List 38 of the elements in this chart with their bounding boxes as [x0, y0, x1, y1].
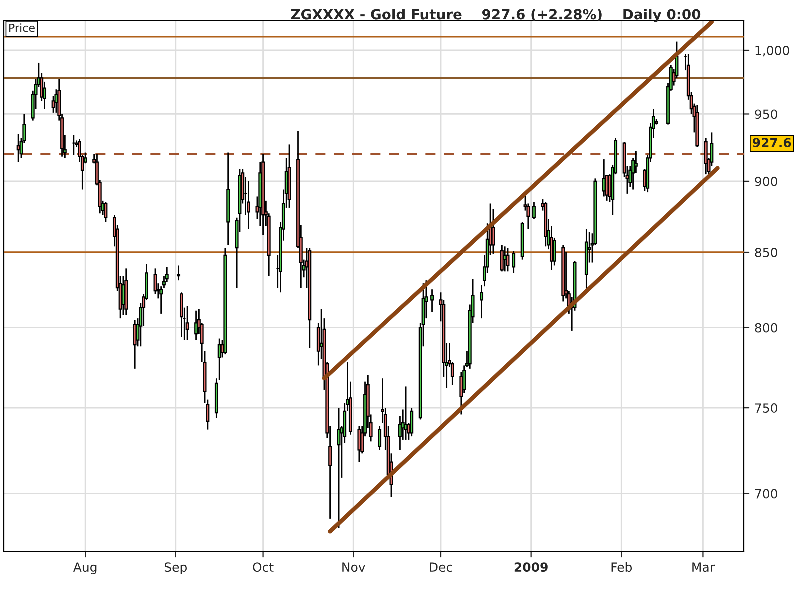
candlestick	[180, 292, 184, 338]
x-tick-label: Dec	[430, 562, 452, 572]
candlestick	[177, 265, 181, 282]
candlestick	[337, 407, 341, 529]
candlestick	[186, 306, 190, 342]
candlestick	[430, 288, 434, 314]
x-tick-label: Sep	[164, 562, 187, 575]
candlestick	[500, 244, 504, 272]
x-tick-label: 2009	[514, 562, 548, 572]
y-tick-label: 900	[755, 176, 778, 186]
y-tick-label: 700	[755, 489, 778, 499]
candlestick	[104, 202, 108, 223]
x-tick-label: Nov	[342, 562, 366, 572]
candlestick	[512, 250, 516, 274]
candlestick	[503, 246, 507, 272]
x-tick-label: Feb	[612, 562, 632, 572]
y-tick-label: 850	[755, 248, 778, 258]
x-tick-label: Oct	[253, 562, 274, 572]
chart-title: ZGXXXX - Gold Future 927.6 (+2.28%) Daily 0:00	[291, 9, 701, 23]
y-tick-label: 800	[755, 323, 778, 333]
y-tick-label: 950	[755, 110, 778, 120]
candlestick	[247, 180, 250, 230]
candlestick	[194, 310, 198, 342]
candlestick	[704, 137, 708, 176]
candlestick	[506, 247, 510, 272]
y-tick-label: 1,000	[756, 46, 790, 57]
candlestick	[492, 208, 496, 255]
candlestick	[133, 319, 137, 370]
candlestick	[378, 426, 382, 451]
candlestick	[16, 133, 20, 163]
x-tick-label: Mar	[692, 562, 716, 572]
candlestick	[358, 426, 362, 463]
annotation: Price	[10, 24, 35, 32]
text: 927.6	[752, 138, 792, 148]
y-tick-label: 750	[755, 404, 778, 414]
candlestick	[532, 202, 536, 220]
candlestick	[410, 407, 414, 438]
x-tick-label: Aug	[73, 562, 97, 575]
